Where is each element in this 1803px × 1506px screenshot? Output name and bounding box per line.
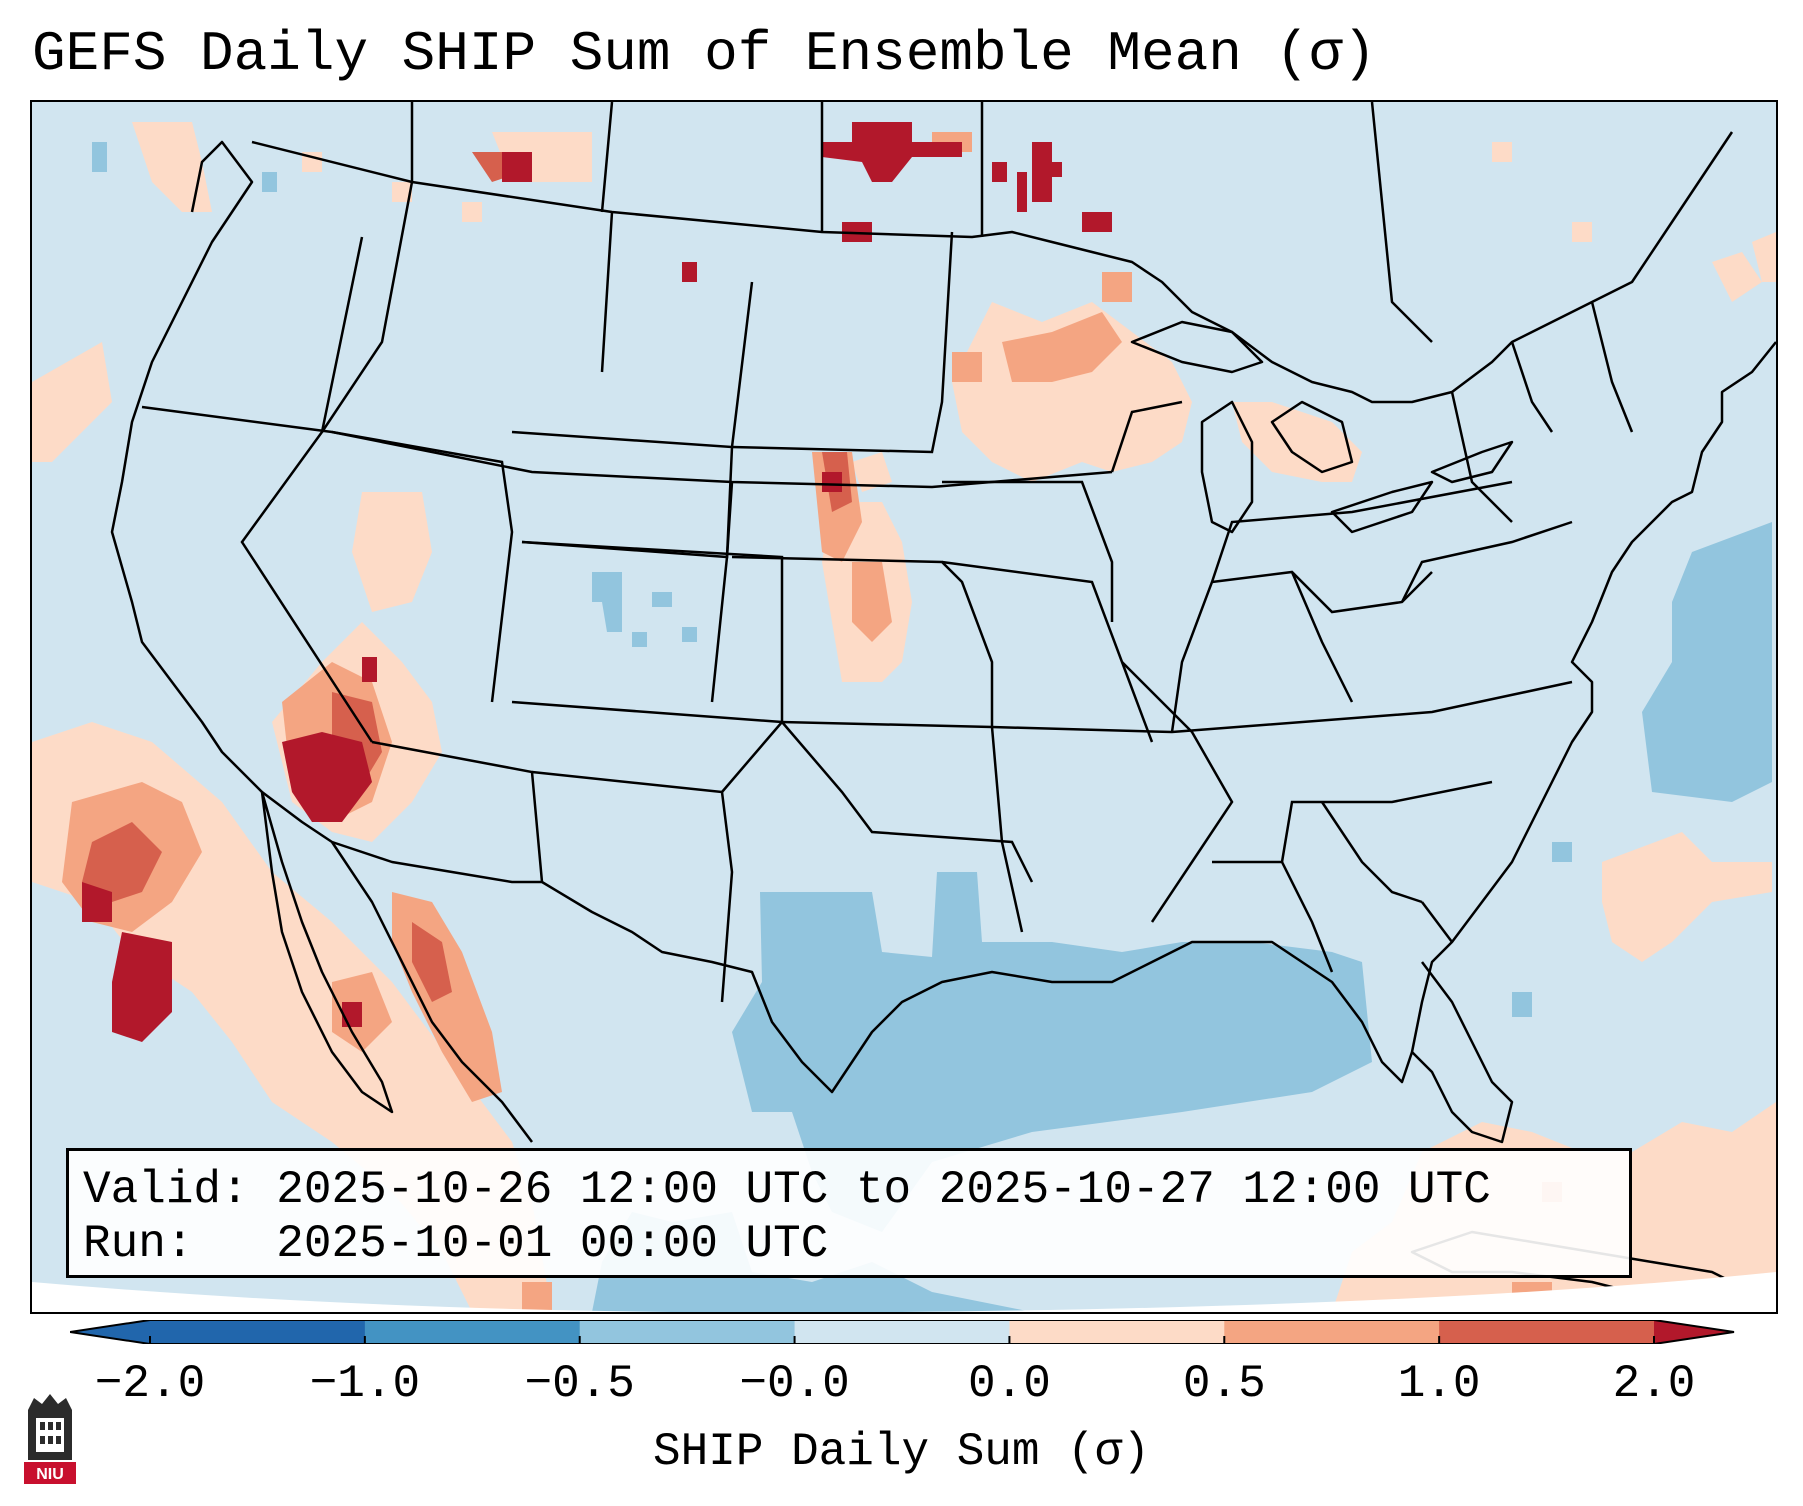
- valid-row: Valid: 2025-10-26 12:00 UTC to 2025-10-2…: [83, 1163, 1629, 1217]
- run-value: 2025-10-01 00:00 UTC: [276, 1218, 829, 1270]
- logo-text: NIU: [36, 1466, 64, 1483]
- validity-info-box: Valid: 2025-10-26 12:00 UTC to 2025-10-2…: [66, 1148, 1632, 1278]
- colorbar-tick-label: 0.0: [968, 1358, 1051, 1410]
- colorbar-ticks: −2.0 −1.0 −0.5 −0.0 0.0 0.5 1.0 2.0: [0, 1358, 1803, 1418]
- peak-positive-anomaly-areas: [82, 122, 1112, 1042]
- colorbar-bin: [1009, 1320, 1225, 1344]
- colorbar-tick-label: −2.0: [94, 1358, 206, 1410]
- colorbar-bin: [794, 1320, 1010, 1344]
- colorbar-extend-max: [1654, 1320, 1734, 1344]
- colorbar-tick-label: 1.0: [1397, 1358, 1481, 1410]
- colorbar-extend-min: [70, 1320, 150, 1344]
- run-label: Run:: [83, 1218, 194, 1270]
- colorbar-tick-label: 0.5: [1182, 1358, 1266, 1410]
- state-boundaries: [141, 181, 1634, 1003]
- colorbar: [70, 1320, 1735, 1344]
- colorbar-bin: [150, 1320, 366, 1344]
- colorbar-label: SHIP Daily Sum (σ): [653, 1426, 1150, 1478]
- valid-value: 2025-10-26 12:00 UTC to 2025-10-27 12:00…: [276, 1164, 1491, 1216]
- map-title: GEFS Daily SHIP Sum of Ensemble Mean (σ): [32, 22, 1377, 86]
- colorbar-tick-label: −0.5: [524, 1358, 635, 1410]
- colorbar-bin: [579, 1320, 796, 1344]
- projection-edge: [32, 1272, 1776, 1312]
- valid-label: Valid:: [83, 1164, 249, 1216]
- colorbar-tick-label: 2.0: [1612, 1358, 1696, 1410]
- map-panel: [30, 100, 1778, 1314]
- colorbar-tick-label: −0.0: [739, 1358, 850, 1410]
- colorbar-bin: [1224, 1320, 1440, 1344]
- run-row: Run: 2025-10-01 00:00 UTC: [83, 1217, 1629, 1271]
- colorbar-bin: [1439, 1320, 1655, 1344]
- coastline-and-borders: [110, 102, 1776, 1304]
- colorbar-bin: [364, 1320, 581, 1344]
- colorbar-tick-label: −1.0: [309, 1358, 421, 1410]
- niu-logo: NIU: [24, 1394, 76, 1484]
- map-canvas: [32, 102, 1776, 1312]
- colorbar-outline: [70, 1320, 1735, 1344]
